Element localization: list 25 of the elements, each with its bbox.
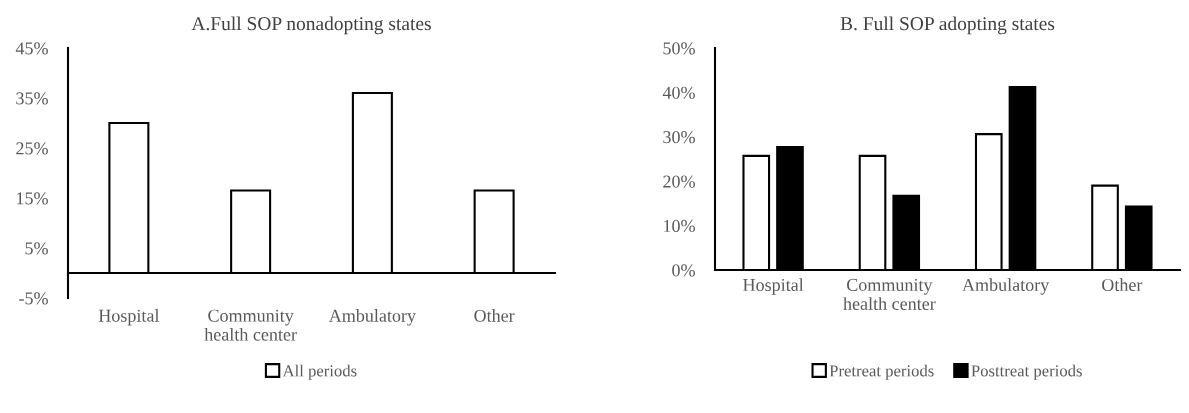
x-tick-label: Hospital — [98, 309, 160, 326]
y-tick-label: 25% — [16, 142, 48, 155]
x-tick-label: Other — [1102, 278, 1143, 292]
y-tick-label: 15% — [17, 192, 48, 205]
legend-label: All periods — [282, 364, 357, 380]
x-tick-label: Ambulatory — [328, 309, 416, 326]
y-tick-label: -5% — [19, 292, 48, 305]
x-tick-label: Community health center — [204, 309, 297, 341]
x-tick-label: Other — [474, 309, 515, 322]
y-tick-label: 20% — [663, 175, 695, 188]
y-tick-label: 10% — [664, 219, 695, 233]
chart-title: A.Full SOP nonadopting states — [191, 16, 431, 35]
y-tick-label: 40% — [662, 86, 695, 99]
chart-title: B. Full SOP adopting states — [840, 16, 1055, 35]
x-tick-label: Hospital — [743, 278, 804, 295]
legend-label: Pretreat periods — [829, 364, 934, 380]
y-tick-label: 45% — [15, 42, 48, 55]
y-tick-label: 35% — [16, 92, 48, 105]
y-tick-label: 50% — [663, 42, 695, 55]
x-tick-label: Community health center — [843, 278, 936, 310]
x-tick-label: Ambulatory — [962, 278, 1050, 295]
y-tick-label: 30% — [663, 131, 695, 144]
legend-label: Posttreat periods — [971, 364, 1082, 380]
y-tick-label: 0% — [672, 264, 695, 277]
y-tick-label: 5% — [25, 242, 48, 255]
